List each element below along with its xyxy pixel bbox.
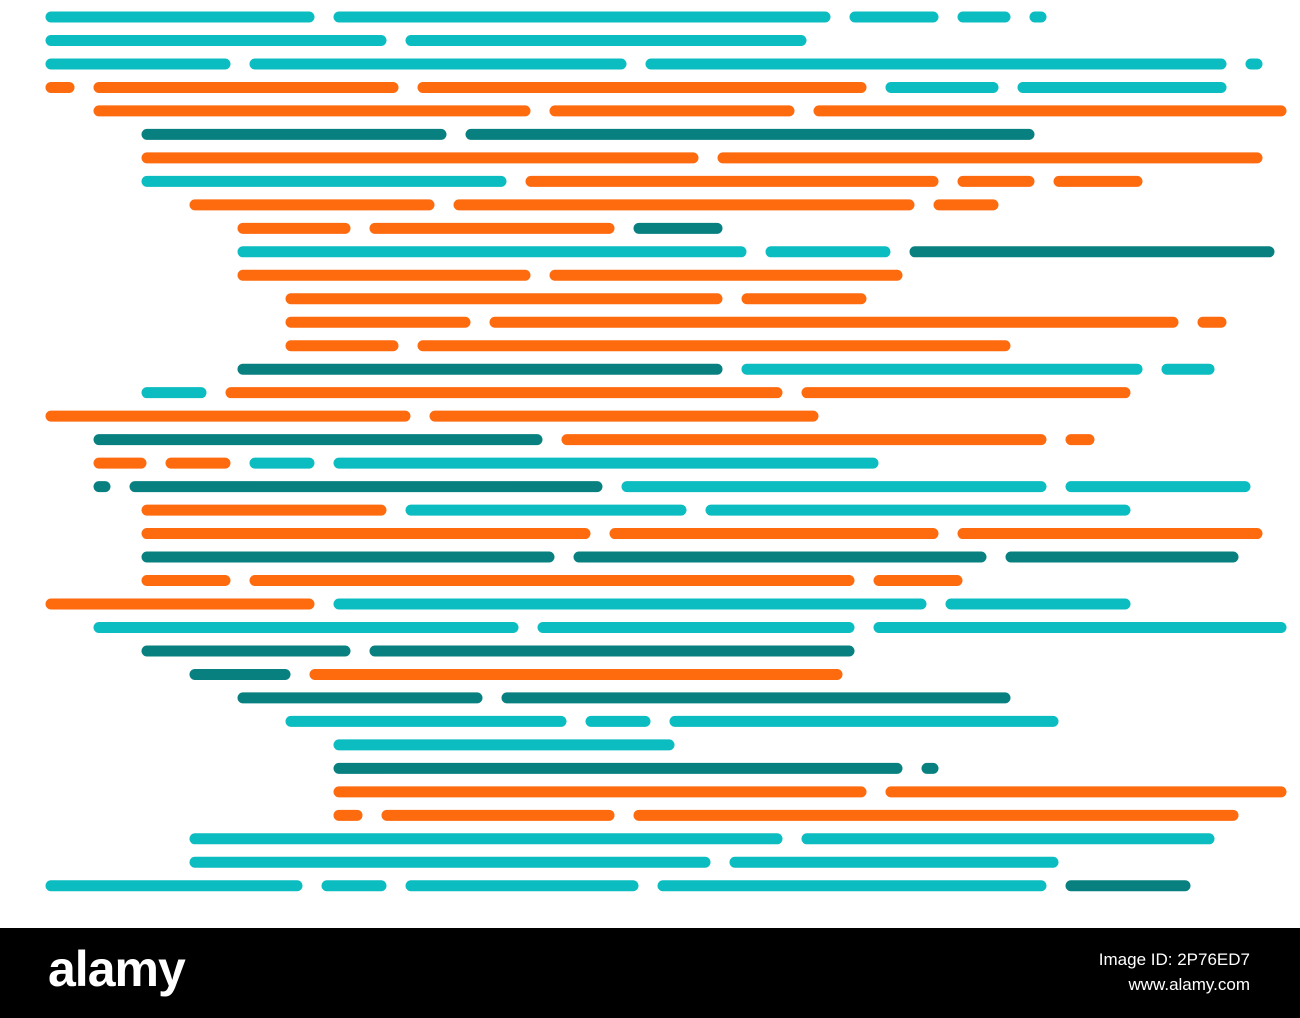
site-url: www.alamy.com [1128,975,1250,994]
footer-band: alamy Image ID: 2P76ED7 www.alamy.com [0,928,1300,1018]
dash-pattern [45,11,1287,892]
logo: alamy [48,941,186,997]
image-id: Image ID: 2P76ED7 [1098,950,1250,969]
